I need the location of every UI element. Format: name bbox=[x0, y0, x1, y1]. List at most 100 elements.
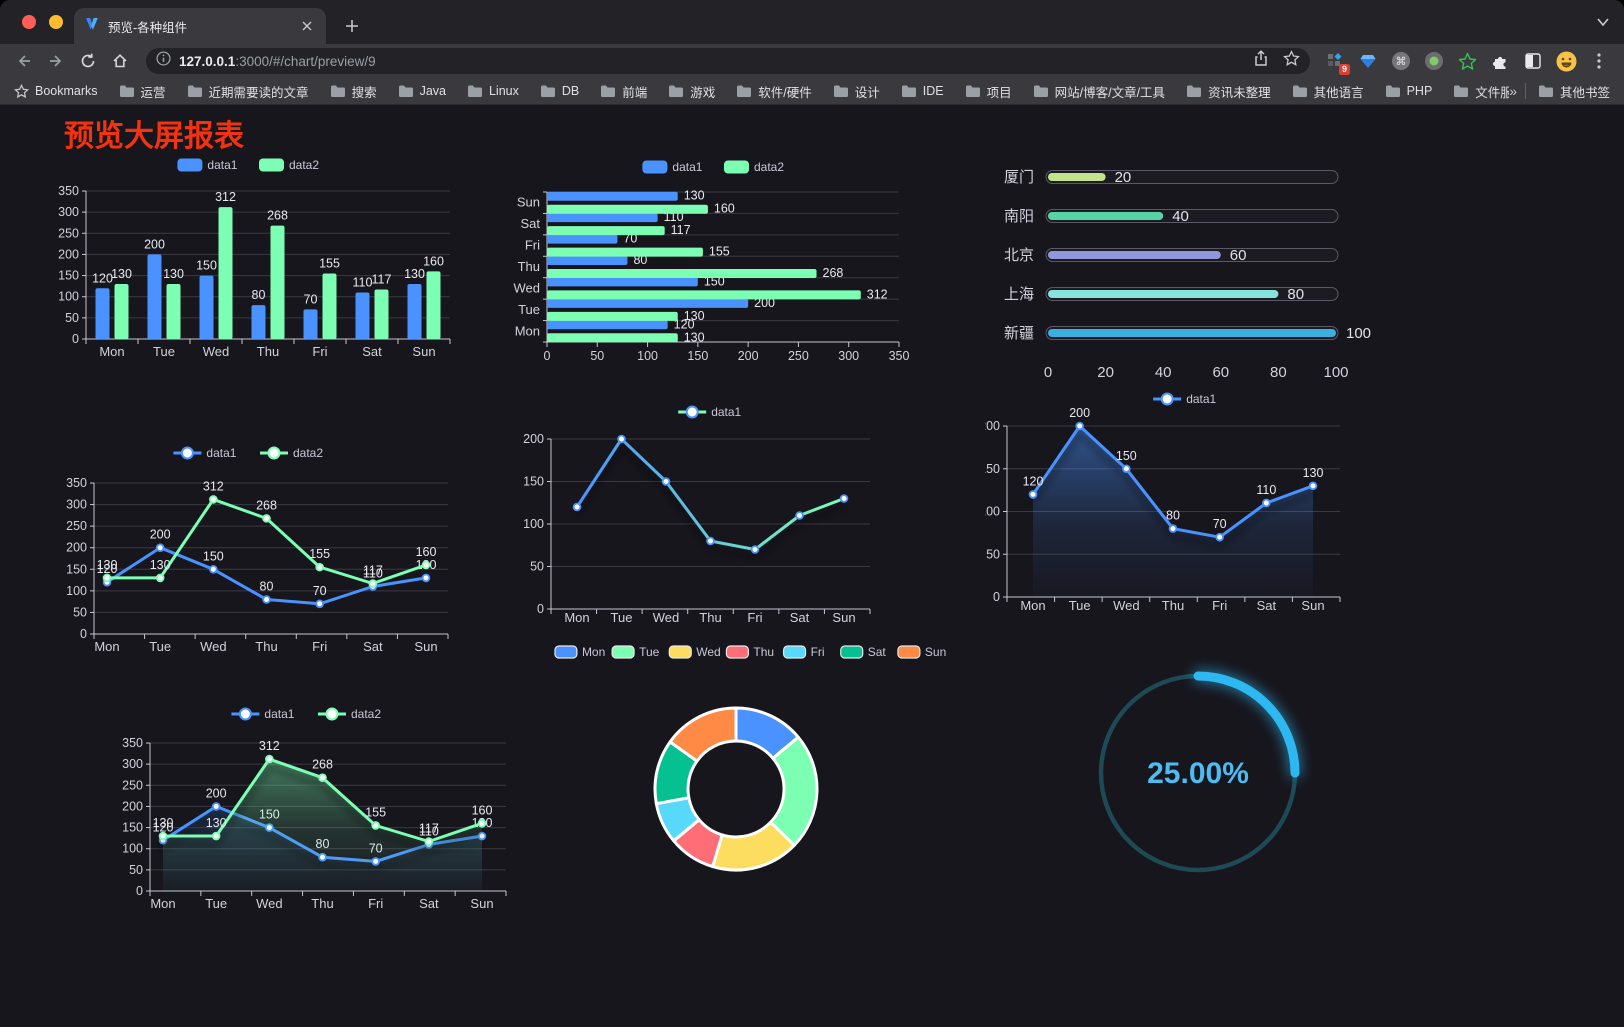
svg-text:117: 117 bbox=[372, 273, 392, 287]
capsule-progress-chart[interactable]: 厦门 20 南阳 40 北京 60 上海 80 新疆 100 0 20 40 60 80 100 bbox=[990, 151, 1390, 391]
tab-close-icon[interactable] bbox=[298, 17, 316, 35]
bookmark-folder-label: 设计 bbox=[854, 85, 880, 100]
svg-text:150: 150 bbox=[66, 562, 87, 576]
bookmark-folder-item[interactable]: 搜索 bbox=[330, 82, 377, 101]
donut-chart[interactable]: Mon Tue Wed Thu Fri Sat Sun bbox=[550, 629, 950, 883]
bookmark-folder-label: 文件服务器 bbox=[1475, 85, 1510, 100]
svg-text:80: 80 bbox=[1270, 364, 1287, 381]
bookmarks-divider bbox=[1524, 83, 1526, 99]
bookmark-folder-label: 软件/硬件 bbox=[758, 85, 812, 100]
svg-text:Mon: Mon bbox=[150, 896, 175, 911]
profile-avatar-emoji[interactable] bbox=[1555, 50, 1577, 72]
bookmark-folder-label: 网站/博客/文章/工具 bbox=[1054, 85, 1166, 100]
bookmark-folder-item[interactable]: 运营 bbox=[119, 82, 166, 101]
svg-text:80: 80 bbox=[252, 288, 266, 302]
url-text[interactable]: 127.0.0.1:3000/#/chart/preview/9 bbox=[179, 54, 1245, 69]
gauge-chart[interactable]: 25.00% bbox=[1050, 639, 1350, 883]
home-button[interactable] bbox=[106, 47, 134, 75]
address-bar[interactable]: 127.0.0.1:3000/#/chart/preview/9 bbox=[146, 48, 1310, 74]
dark-mode-extension-icon[interactable] bbox=[1522, 50, 1544, 72]
other-bookmarks-folder[interactable]: 其他书签 bbox=[1538, 82, 1610, 101]
bookmark-folder-item[interactable]: 近期需要读的文章 bbox=[187, 82, 309, 101]
command-extension-icon[interactable]: ⌘ bbox=[1390, 50, 1412, 72]
bookmark-folder-item[interactable]: Java bbox=[398, 84, 446, 98]
svg-text:Fri: Fri bbox=[368, 896, 383, 911]
folder-icon bbox=[737, 85, 752, 97]
svg-text:Sat: Sat bbox=[419, 896, 439, 911]
svg-text:200: 200 bbox=[150, 528, 171, 542]
svg-text:160: 160 bbox=[423, 254, 444, 268]
close-window-button[interactable] bbox=[22, 15, 36, 29]
extensions-puzzle-icon[interactable] bbox=[1489, 50, 1511, 72]
new-tab-button[interactable] bbox=[338, 12, 366, 40]
svg-text:300: 300 bbox=[122, 757, 143, 771]
bookmark-folder-item[interactable]: PHP bbox=[1385, 84, 1432, 98]
folder-icon bbox=[330, 85, 345, 97]
svg-text:200: 200 bbox=[985, 419, 1000, 433]
forward-button[interactable] bbox=[42, 47, 70, 75]
svg-text:Mon: Mon bbox=[1020, 598, 1045, 613]
bookmark-star-icon[interactable] bbox=[1283, 50, 1300, 72]
bookmark-folder-item[interactable]: DB bbox=[540, 84, 579, 98]
bookmarks-manager-item[interactable]: Bookmarks bbox=[14, 83, 98, 99]
svg-text:110: 110 bbox=[419, 824, 439, 838]
bookmark-folder-item[interactable]: 资讯未整理 bbox=[1186, 82, 1271, 101]
multi-line-chart[interactable]: data1 data2 0 50 100 150 200 250 300 350 Mon Tue Wed… bbox=[42, 438, 460, 663]
bookmark-folder-item[interactable]: 网站/博客/文章/工具 bbox=[1033, 82, 1165, 101]
svg-text:0: 0 bbox=[72, 332, 79, 346]
area-chart-single[interactable]: data1 0 50 100 150 200 Mon Tue Wed Thu Fri Sat Sun 12… bbox=[979, 386, 1390, 614]
svg-text:350: 350 bbox=[58, 184, 79, 198]
svg-text:Tue: Tue bbox=[518, 302, 540, 317]
bookmark-folder-item[interactable]: 前端 bbox=[600, 82, 647, 101]
browser-tab[interactable]: 预览-各种组件 bbox=[74, 8, 326, 44]
bookmark-folder-item[interactable]: 文件服务器 bbox=[1453, 82, 1509, 101]
gem-extension-icon[interactable] bbox=[1357, 50, 1379, 72]
gradient-line-chart[interactable]: data1 0 50 100 150 200 Mon Tue Wed Thu Fri Sat Sun bbox=[505, 399, 920, 629]
bookmark-folder-item[interactable]: 项目 bbox=[965, 82, 1012, 101]
svg-text:data1: data1 bbox=[206, 446, 236, 460]
svg-text:Thu: Thu bbox=[699, 610, 721, 625]
svg-text:Sun: Sun bbox=[412, 344, 435, 359]
green-dot-extension-icon[interactable] bbox=[1423, 50, 1445, 72]
share-icon[interactable] bbox=[1253, 50, 1269, 72]
svg-text:Wed: Wed bbox=[256, 896, 283, 911]
svg-text:150: 150 bbox=[687, 349, 708, 363]
bookmark-folder-item[interactable]: Linux bbox=[467, 84, 519, 98]
svg-text:Sat: Sat bbox=[1257, 598, 1277, 613]
svg-text:data1: data1 bbox=[672, 160, 702, 174]
svg-text:130: 130 bbox=[684, 330, 705, 344]
page-title: 预览大屏报表 bbox=[64, 120, 244, 153]
svg-text:Fri: Fri bbox=[747, 610, 762, 625]
svg-text:Thu: Thu bbox=[311, 896, 333, 911]
svg-text:0: 0 bbox=[136, 884, 143, 898]
svg-text:70: 70 bbox=[304, 292, 318, 306]
svg-text:0: 0 bbox=[80, 627, 87, 641]
svg-text:120: 120 bbox=[1023, 474, 1044, 488]
minimize-window-button[interactable] bbox=[49, 15, 63, 29]
area-chart-double[interactable]: data1 data2 0 50 100 150 200 250 300 350 Mon Tue Wed… bbox=[98, 699, 520, 924]
folder-icon bbox=[1187, 85, 1202, 97]
svg-text:150: 150 bbox=[1116, 449, 1137, 463]
svg-text:350: 350 bbox=[889, 349, 910, 363]
bookmark-folder-label: 运营 bbox=[140, 85, 166, 100]
horizontal-bar-chart[interactable]: data1 data2 0 50 100 150 200 250 300 350 Mon Tue Wed… bbox=[505, 150, 925, 368]
folder-icon bbox=[1292, 85, 1307, 97]
extension-grid-icon[interactable]: 9 bbox=[1324, 50, 1350, 75]
svg-text:155: 155 bbox=[319, 256, 340, 270]
svg-text:100: 100 bbox=[1323, 364, 1348, 381]
tab-search-chevron-icon[interactable] bbox=[1596, 14, 1610, 32]
grouped-bar-chart[interactable]: data1 data2 0 50 100 150 200 250 300 350 Mon Tue Wed… bbox=[40, 150, 460, 365]
bookmark-folder-item[interactable]: IDE bbox=[901, 84, 944, 98]
green-star-extension-icon[interactable] bbox=[1456, 50, 1478, 72]
bookmark-folder-item[interactable]: 其他语言 bbox=[1292, 82, 1364, 101]
back-button[interactable] bbox=[10, 47, 38, 75]
reload-button[interactable] bbox=[74, 47, 102, 75]
bookmark-folder-item[interactable]: 设计 bbox=[833, 82, 880, 101]
bookmark-folder-item[interactable]: 游戏 bbox=[668, 82, 715, 101]
browser-menu-icon[interactable] bbox=[1588, 50, 1610, 72]
svg-text:Sat: Sat bbox=[362, 344, 382, 359]
folder-icon bbox=[1385, 85, 1400, 97]
bookmarks-overflow-chevron[interactable]: » bbox=[1509, 83, 1517, 99]
bookmark-folder-item[interactable]: 软件/硬件 bbox=[736, 82, 812, 101]
site-info-icon[interactable] bbox=[156, 51, 171, 71]
